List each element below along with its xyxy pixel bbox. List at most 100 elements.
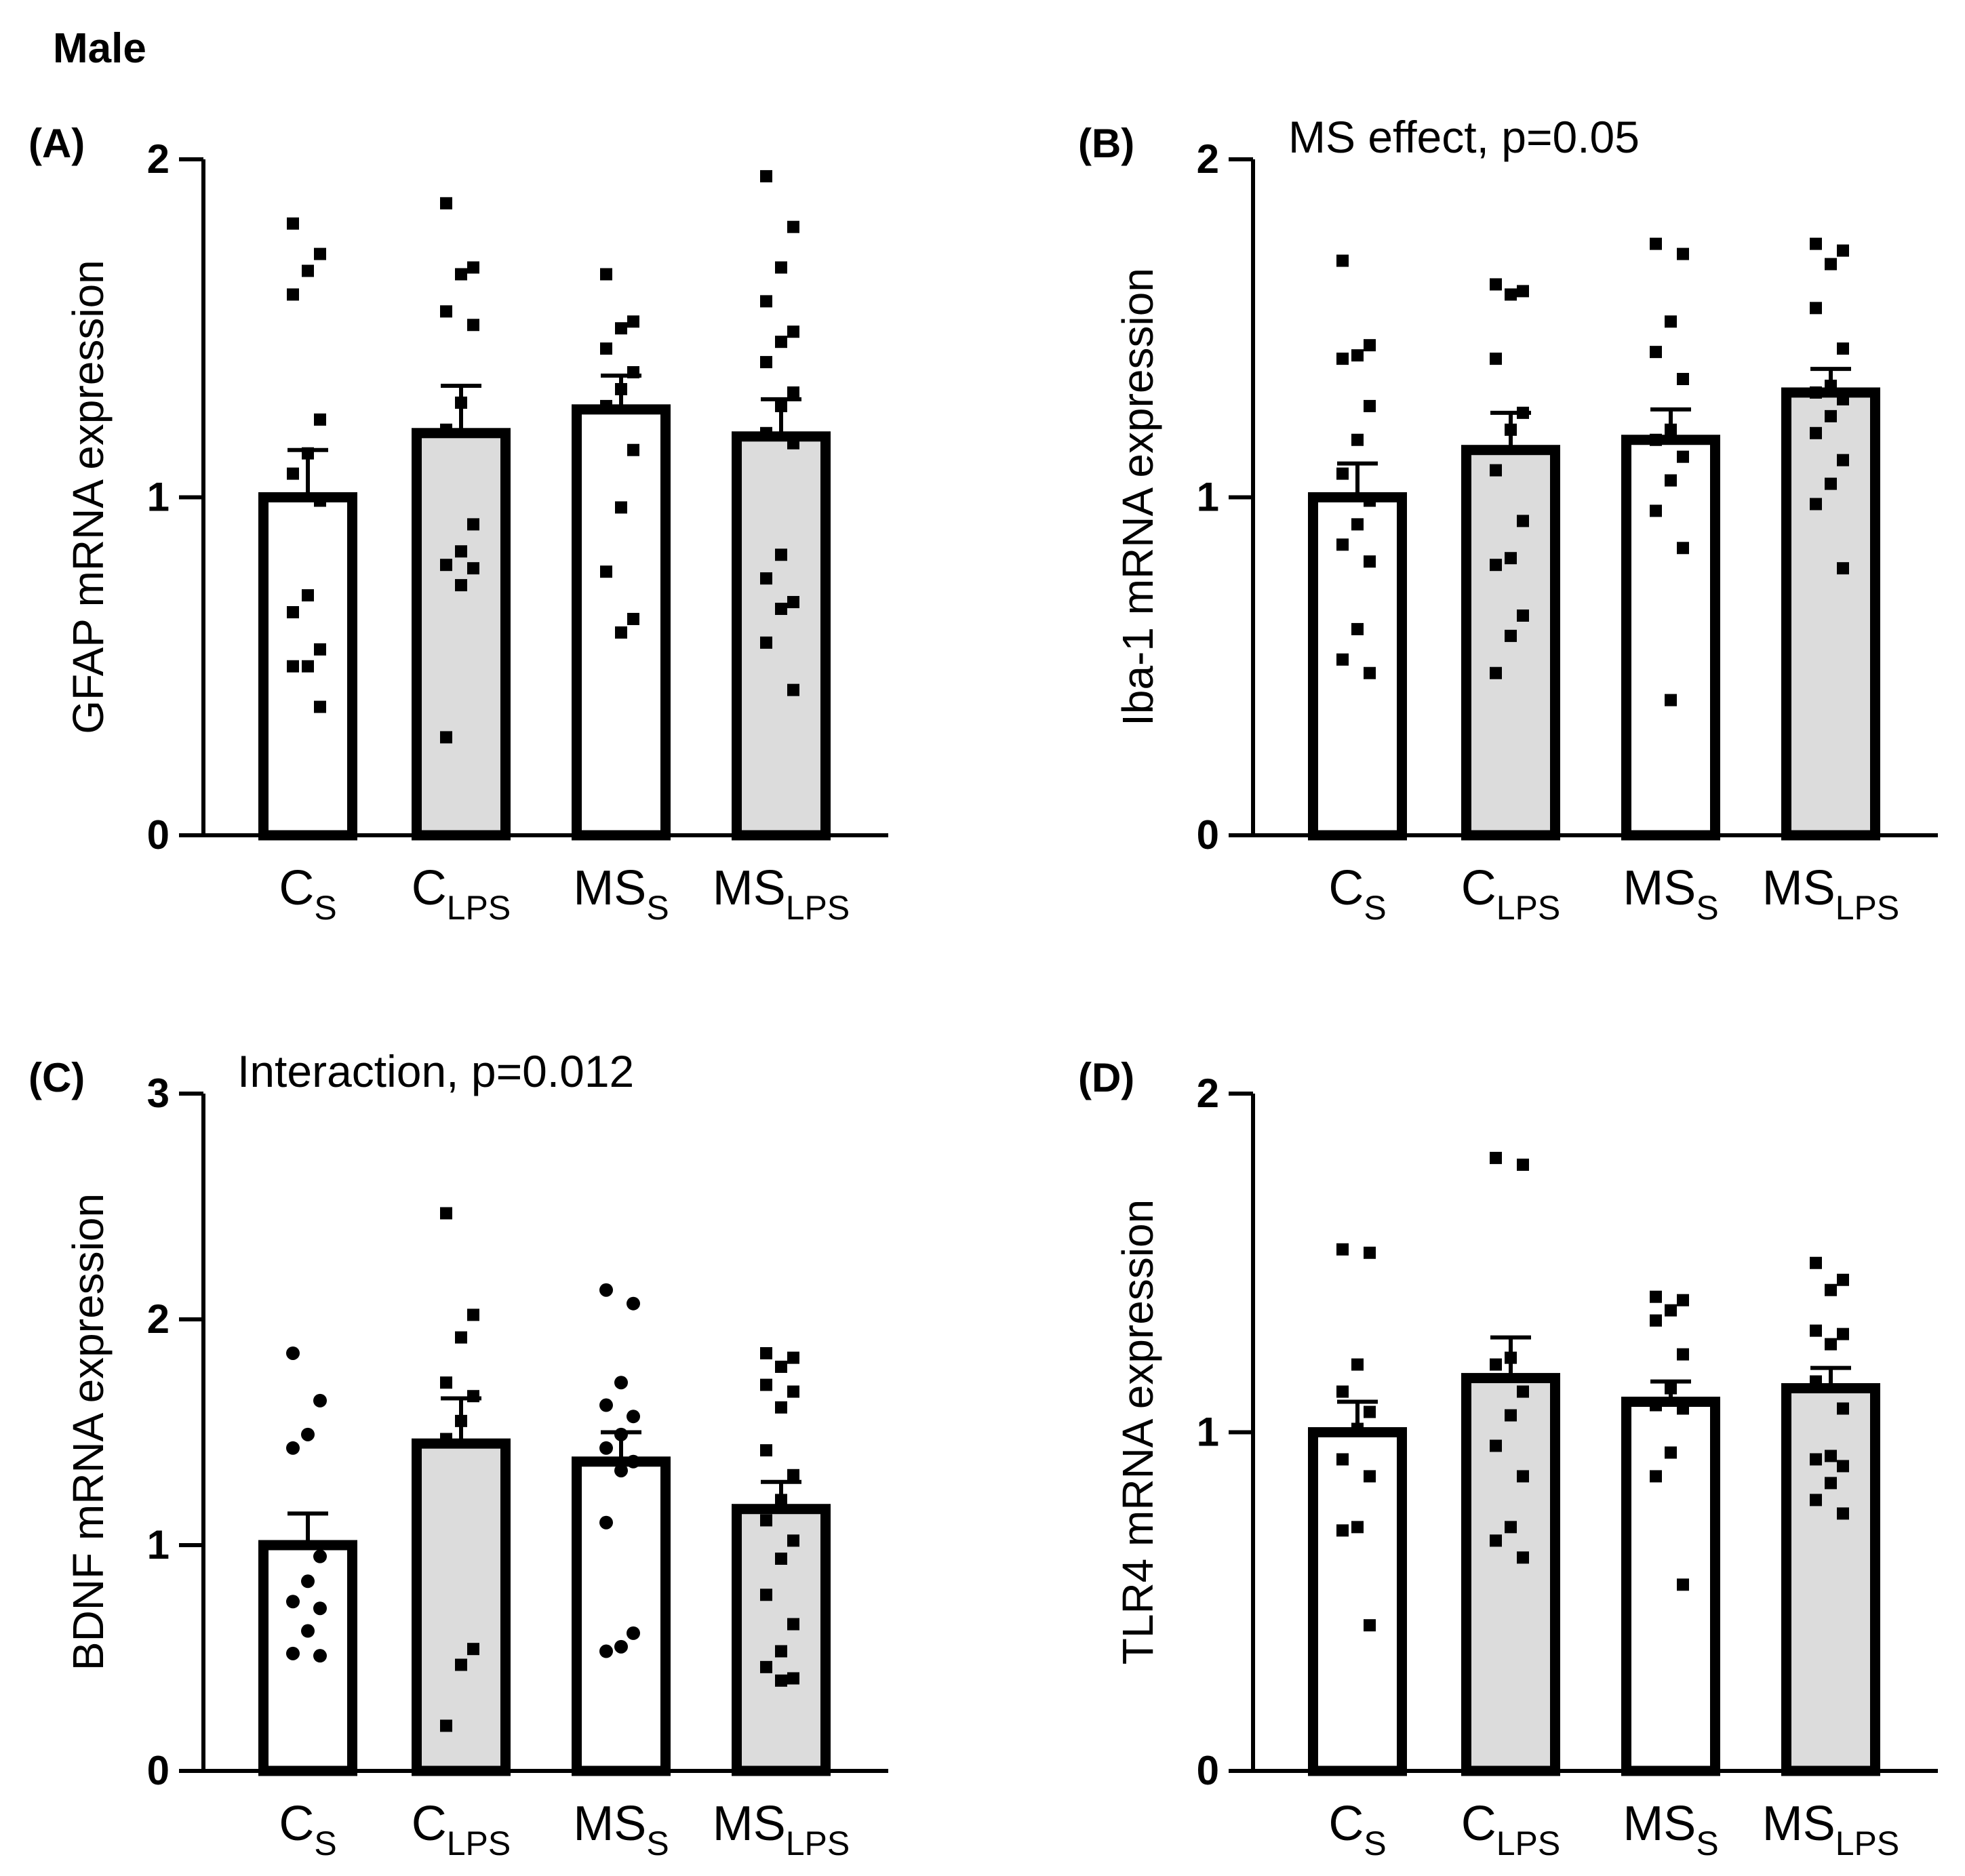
data-point [313,1549,327,1563]
data-point [760,169,772,182]
data-point [1517,1385,1529,1398]
data-point [1837,562,1849,575]
y-axis-label: Iba-1 mRNA expression [1113,268,1162,726]
data-point [1364,1246,1376,1259]
data-point [301,1427,315,1441]
data-point [760,1589,772,1601]
data-point [1490,1534,1502,1547]
data-point [1505,1521,1517,1534]
data-point [787,1672,799,1685]
data-point [760,1378,772,1391]
data-point [302,264,314,277]
bar [1461,1373,1560,1776]
y-axis-label: BDNF mRNA expression [64,1193,113,1671]
data-point [1677,1402,1689,1415]
data-point [286,1441,300,1455]
data-point [787,325,799,338]
data-point [760,1444,772,1457]
data-point [775,1645,787,1658]
x-tick-label: MSS [1623,1797,1718,1862]
data-point [1677,542,1689,555]
data-point [1825,477,1837,490]
data-point [1490,559,1502,572]
data-point [760,426,772,439]
data-point [1336,1385,1349,1398]
data-point [1517,1158,1529,1171]
bar [412,1438,511,1776]
x-tick-label: MSS [573,861,669,927]
data-point [286,1595,300,1609]
data-point [1517,285,1529,298]
data-point [1665,315,1677,328]
data-point [775,261,787,274]
data-point [455,545,467,558]
data-point [1351,622,1364,635]
data-point [1351,349,1364,362]
data-point [440,423,452,436]
data-point [302,589,314,602]
data-point [314,247,326,260]
data-point [787,1618,799,1631]
data-point [1825,1338,1837,1351]
data-point [301,1574,315,1589]
data-point [1364,666,1376,679]
data-point [467,518,479,531]
bar [572,1456,671,1776]
x-tick-label: MSS [1623,861,1718,927]
data-point [600,268,612,281]
figure-title: Male [53,25,146,72]
data-point [627,612,639,625]
y-tick-label: 1 [1197,475,1219,520]
data-point [775,1552,787,1565]
data-point [599,1644,613,1658]
data-point [1665,694,1677,706]
x-tick-label: CS [1328,861,1386,927]
data-point [599,1515,613,1530]
y-tick-label: 0 [147,812,170,858]
y-axis-label: TLR4 mRNA expression [1113,1199,1162,1664]
data-point [1490,666,1502,679]
data-point [1825,410,1837,422]
bar [412,428,511,841]
data-point [775,336,787,348]
data-point [313,1649,327,1663]
data-point [1825,258,1837,271]
data-point [1364,494,1376,507]
data-point [1650,1470,1662,1483]
data-point [1650,433,1662,446]
data-point [301,1624,315,1638]
data-point [787,683,799,696]
data-point [1810,237,1822,250]
data-point [760,356,772,369]
data-point [455,579,467,592]
data-point [1650,237,1662,250]
data-point [627,315,639,328]
data-point [1837,1328,1849,1340]
data-point [599,1283,613,1297]
y-tick-label: 1 [147,1522,170,1568]
data-point [1490,464,1502,477]
data-point [1490,353,1502,365]
data-point [1490,278,1502,291]
data-point [1677,1294,1689,1306]
chart-panel-2: (B) MS effect, p=0.05 Iba-1 mRNA expressio… [1078,112,1938,927]
data-point [467,319,479,332]
data-point [314,413,326,426]
data-point [1837,1273,1849,1286]
data-point [600,399,612,412]
panel-label: (B) [1078,121,1134,166]
data-point [760,572,772,585]
chart-panel-4: (D) TLR4 mRNA expression 0 1 2 CS CLPS MSS MSLPS [1078,1055,1938,1862]
data-point [1364,1470,1376,1483]
bar [1781,1383,1880,1776]
data-point [1364,399,1376,412]
data-point [775,1674,787,1687]
annotation: MS effect, p=0.05 [1288,112,1640,162]
x-tick-label: CS [1328,1797,1386,1862]
bar [572,404,671,841]
data-point [1810,1494,1822,1506]
data-point [287,288,299,301]
data-point [1810,1256,1822,1269]
data-point [615,501,627,514]
data-point [1364,339,1376,352]
